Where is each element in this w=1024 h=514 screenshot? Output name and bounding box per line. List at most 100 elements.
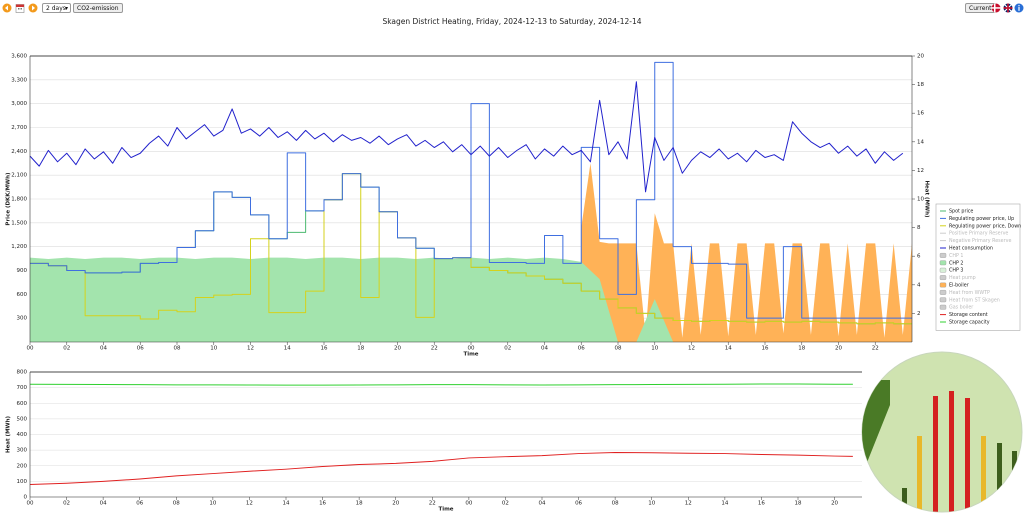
x-axis-label: Time: [438, 507, 453, 513]
period-select[interactable]: 2 days ▾: [42, 3, 71, 13]
y2-tick-label: 6: [917, 254, 921, 260]
logo-overlay: [861, 351, 1023, 513]
x-tick-label: 04: [539, 501, 546, 507]
legend-swatch: [939, 252, 947, 258]
x-tick-label: 16: [321, 346, 328, 352]
x-tick-label: 10: [651, 346, 658, 352]
y2-tick-label: 8: [917, 225, 921, 231]
x-tick-label: 04: [100, 346, 107, 352]
x-tick-label: 00: [465, 501, 472, 507]
legend-label: Regulating power price, Down: [949, 223, 1021, 229]
y2-tick-label: 18: [917, 82, 924, 88]
x-tick-label: 02: [504, 346, 511, 352]
legend-label: Gas boiler: [949, 305, 973, 311]
legend-label: CHP 2: [949, 260, 963, 266]
x-tick-label: 20: [831, 501, 838, 507]
x-tick-label: 22: [429, 501, 436, 507]
line: [29, 383, 853, 386]
x-tick-label: 10: [210, 346, 217, 352]
y-tick-label: 800: [17, 370, 28, 376]
legend-swatch: [939, 260, 947, 266]
y-tick-label: 900: [17, 268, 28, 274]
x-tick-label: 02: [502, 501, 509, 507]
legend-label: CHP 3: [949, 268, 963, 274]
x-tick-label: 10: [209, 501, 216, 507]
legend-swatch: [939, 290, 947, 295]
y2-tick-label: 10: [917, 197, 924, 203]
x-tick-label: 18: [357, 346, 364, 352]
x-tick-label: 12: [246, 501, 253, 507]
legend-label: Heat pump: [949, 275, 976, 281]
legend-label: Heat consumption: [949, 246, 993, 252]
x-tick-label: 22: [872, 346, 879, 352]
y-tick-label: 2,100: [11, 173, 27, 179]
legend-label: Heat from WWTP: [949, 290, 990, 296]
x-tick-label: 18: [795, 501, 802, 507]
y-tick-label: 3,000: [11, 101, 27, 107]
x-tick-label: 00: [27, 346, 34, 352]
x-tick-label: 16: [758, 501, 765, 507]
y2-tick-label: 4: [917, 282, 921, 288]
x-tick-label: 14: [283, 501, 290, 507]
legend-label: Storage capacity: [949, 320, 990, 326]
x-tick-label: 10: [648, 501, 655, 507]
y-tick-label: 0: [24, 495, 28, 501]
x-tick-label: 16: [762, 346, 769, 352]
x-tick-label: 02: [63, 346, 70, 352]
x-tick-label: 12: [688, 346, 695, 352]
legend-label: Storage content: [949, 312, 988, 318]
y-tick-label: 700: [17, 385, 28, 391]
x-tick-label: 20: [392, 501, 399, 507]
y-tick-label: 300: [17, 316, 28, 322]
area: [581, 163, 912, 342]
x-tick-label: 20: [394, 346, 401, 352]
y-tick-label: 600: [17, 292, 28, 298]
legend-label: CHP 1: [949, 253, 963, 259]
co2-button[interactable]: CO2-emission: [73, 3, 123, 13]
calendar-button[interactable]: [15, 3, 25, 13]
x-tick-label: 06: [136, 501, 143, 507]
x-tick-label: 08: [612, 501, 619, 507]
previous-button[interactable]: [2, 3, 12, 13]
x-tick-label: 04: [541, 346, 548, 352]
x-tick-label: 08: [615, 346, 622, 352]
x-tick-label: 22: [431, 346, 438, 352]
x-tick-label: 02: [63, 501, 70, 507]
flag-english[interactable]: [1003, 3, 1013, 13]
flag-danish[interactable]: [991, 3, 1001, 13]
x-tick-label: 06: [575, 501, 582, 507]
legend-label: Heat from ST Skagen: [949, 297, 1000, 303]
y2-tick-label: 12: [917, 168, 924, 174]
x-tick-label: 14: [284, 346, 291, 352]
y-tick-label: 2,400: [11, 149, 27, 155]
info-button[interactable]: [1014, 3, 1024, 13]
y-tick-label: 300: [17, 448, 28, 454]
line: [30, 173, 912, 325]
y-tick-label: 600: [17, 401, 28, 407]
y-axis-label: Heat (MWh): [6, 415, 12, 453]
x-tick-label: 20: [835, 346, 842, 352]
y2-axis-label: Heat (MWh): [924, 180, 930, 218]
x-tick-label: 18: [356, 501, 363, 507]
legend-swatch: [939, 275, 947, 280]
legend-label: Positive Primary Reserve: [949, 231, 1008, 237]
legend-swatch: [939, 297, 947, 303]
y-tick-label: 1,800: [11, 197, 27, 203]
next-button[interactable]: [28, 3, 38, 13]
x-tick-label: 00: [27, 501, 34, 507]
y2-tick-label: 2: [917, 311, 921, 317]
y-tick-label: 200: [17, 463, 28, 469]
y2-tick-label: 16: [917, 111, 924, 117]
y-tick-label: 1,200: [11, 244, 27, 250]
legend-label: Regulating power price, Up: [949, 216, 1014, 222]
legend-label: El-boiler: [949, 283, 969, 289]
line: [30, 61, 912, 319]
y-tick-label: 400: [17, 432, 28, 438]
y-tick-label: 3,300: [11, 77, 27, 83]
legend-swatch: [939, 267, 947, 273]
select-arrow: ▾: [64, 5, 68, 12]
legend-label: Negative Primary Reserve: [949, 238, 1011, 244]
y-tick-label: 1,500: [11, 220, 27, 226]
